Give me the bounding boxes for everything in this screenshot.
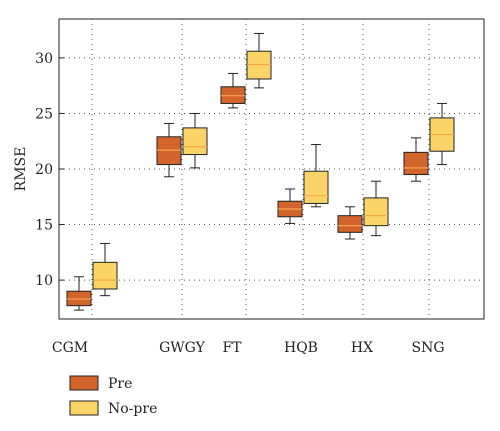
legend-label-no-pre: No-pre: [108, 401, 157, 417]
box-iqr: [363, 197, 389, 227]
box-pre-ft: [220, 72, 246, 109]
box-no-pre-sng: [429, 102, 455, 166]
box-pre-cgm: [66, 276, 92, 311]
box-no-pre-gwgy: [182, 112, 208, 169]
y-tick-label: 15: [35, 218, 53, 234]
box-iqr: [337, 215, 363, 233]
y-axis-ticks: 10 15 20 25 30: [35, 51, 64, 289]
box-iqr: [303, 170, 329, 204]
x-tick-label: HX: [351, 340, 373, 356]
y-tick-label: 20: [35, 162, 53, 178]
y-axis-title: RMSE: [13, 147, 29, 192]
box-series: [66, 32, 455, 311]
x-axis-ticks: CGM GWGY FT HQB HX SNG: [52, 340, 445, 356]
box-pre-hx: [337, 206, 363, 240]
box-no-pre-ft: [246, 32, 272, 89]
box-iqr: [182, 127, 208, 156]
box-iqr: [92, 261, 118, 290]
x-tick-label: CGM: [52, 340, 88, 356]
x-tick-label: GWGY: [159, 340, 206, 356]
y-tick-label: 25: [35, 106, 53, 122]
legend: Pre No-pre: [69, 375, 157, 417]
gridlines: [59, 19, 484, 319]
box-iqr: [403, 151, 429, 176]
box-pre-hqb: [277, 188, 303, 224]
x-tick-label: FT: [222, 340, 242, 356]
legend-label-pre: Pre: [108, 376, 132, 392]
box-no-pre-cgm: [92, 242, 118, 297]
y-tick-label: 30: [35, 51, 53, 67]
legend-swatch-pre: [69, 375, 99, 391]
box-pre-sng: [403, 137, 429, 182]
x-tick-label: SNG: [411, 340, 444, 356]
box-pre-gwgy: [156, 122, 182, 178]
box-no-pre-hx: [363, 180, 389, 237]
x-tick-label: HQB: [284, 340, 318, 356]
box-no-pre-hqb: [303, 144, 329, 208]
legend-swatch-no-pre: [69, 400, 99, 416]
y-tick-label: 10: [35, 273, 53, 289]
